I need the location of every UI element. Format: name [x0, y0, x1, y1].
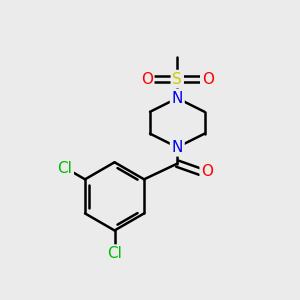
Text: N: N [172, 91, 183, 106]
Text: O: O [202, 72, 214, 87]
Text: Cl: Cl [107, 246, 122, 261]
Text: S: S [172, 72, 182, 87]
Text: O: O [141, 72, 153, 87]
Text: O: O [201, 164, 213, 179]
Text: N: N [172, 140, 183, 155]
Text: Cl: Cl [57, 161, 72, 176]
